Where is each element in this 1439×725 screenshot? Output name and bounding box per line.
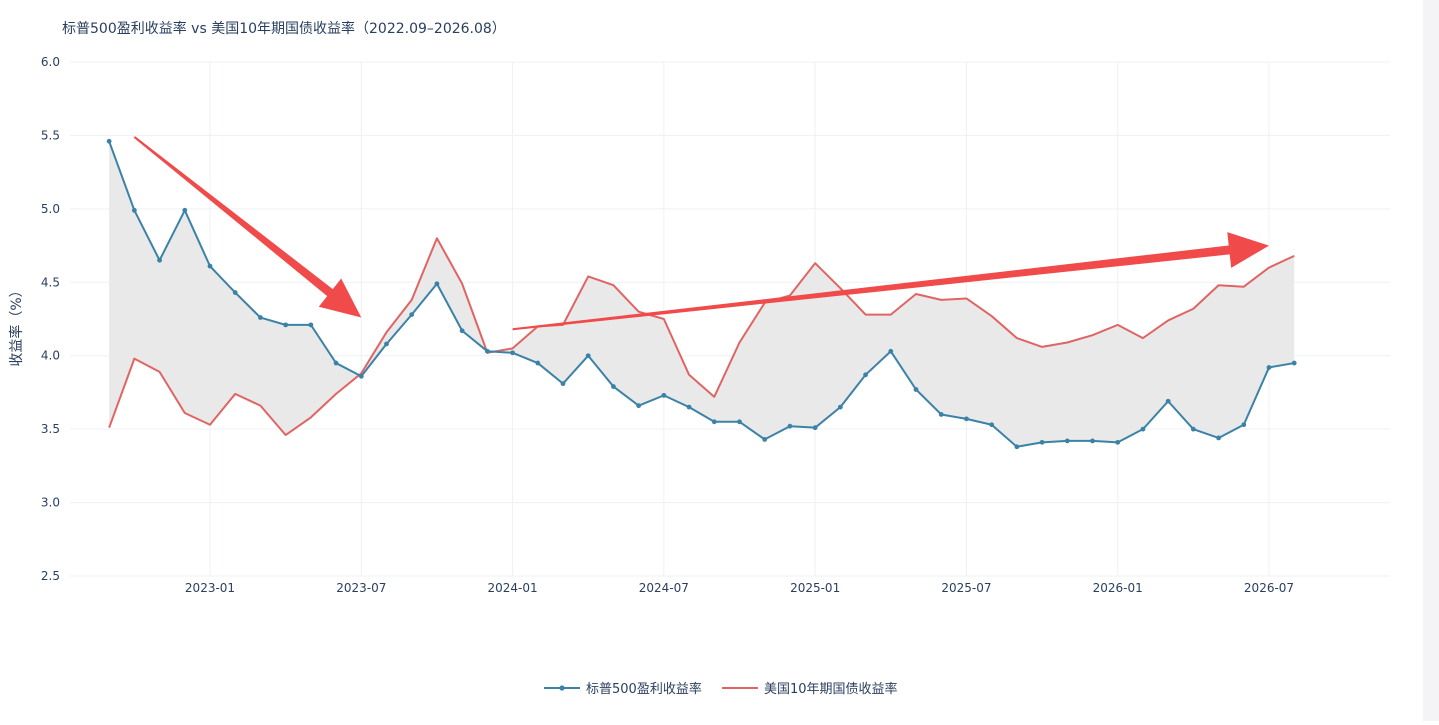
earnings-yield-point (1140, 426, 1146, 432)
earnings-yield-point (1064, 438, 1070, 444)
earnings-yield-point (812, 425, 818, 431)
earnings-yield-point (661, 392, 667, 398)
legend[interactable]: 标普500盈利收益率 美国10年期国债收益率 (544, 681, 898, 697)
y-tick-label: 4.5 (41, 275, 60, 289)
earnings-yield-point (787, 423, 793, 429)
y-axis-title: 收益率（%） (8, 283, 25, 366)
earnings-yield-point (308, 322, 314, 328)
y-tick-label: 2.5 (41, 569, 60, 583)
earnings-yield-point (686, 404, 692, 410)
chart-title: 标普500盈利收益率 vs 美国10年期国债收益率（2022.09–2026.0… (62, 20, 506, 37)
fill-between-polygon (109, 141, 1295, 447)
y-tick-label: 3.5 (41, 422, 60, 436)
y-tick-label: 5.0 (41, 202, 60, 216)
earnings-yield-point (1165, 398, 1171, 404)
y-tick-label: 4.0 (41, 349, 60, 363)
x-tick-label: 2026-01 (1093, 581, 1143, 595)
earnings-yield-point (1039, 439, 1045, 445)
axis-layer: 2.5 3.0 3.5 4.0 4.5 5.0 5.5 6.0 2023-01 2023-07 20… (41, 55, 1294, 595)
earnings-yield-point (258, 315, 263, 320)
earnings-yield-point (106, 138, 112, 144)
earnings-yield-point (384, 341, 389, 347)
legend-label: 美国10年期国债收益率 (764, 681, 898, 697)
earnings-yield-point (207, 263, 213, 269)
earnings-yield-point (535, 360, 541, 366)
earnings-yield-point (1291, 360, 1297, 366)
x-tick-label: 2026-07 (1244, 581, 1294, 595)
earnings-yield-point (1216, 435, 1221, 441)
x-tick-label: 2024-01 (488, 581, 538, 595)
earnings-yield-point (283, 322, 289, 328)
trend-arrow-2 (512, 232, 1269, 331)
earnings-yield-point (510, 350, 515, 356)
earnings-yield-point (964, 416, 969, 422)
series-line-earnings-yield (108, 140, 1295, 448)
y-tick-label: 5.5 (41, 128, 60, 142)
earnings-yield-point (157, 257, 162, 263)
scrollbar-track[interactable] (1423, 0, 1439, 721)
earnings-yield-point (434, 281, 440, 287)
earnings-yield-point (333, 360, 339, 366)
earnings-yield-point (762, 437, 768, 442)
earnings-yield-point (1014, 444, 1020, 450)
earnings-yield-point (938, 412, 944, 417)
earnings-yield-point (863, 372, 868, 378)
earnings-yield-point (636, 403, 642, 409)
earnings-yield-point (560, 381, 566, 387)
earnings-yield-point (888, 348, 894, 354)
earnings-yield-point (484, 348, 490, 354)
x-tick-label: 2023-07 (336, 581, 386, 595)
earnings-yield-point (232, 290, 238, 295)
earnings-yield-point (611, 384, 616, 389)
earnings-yield-point (409, 312, 415, 317)
fill-between-area (109, 141, 1295, 447)
x-tick-label: 2024-07 (639, 581, 689, 595)
earnings-yield-point (1090, 438, 1095, 444)
x-tick-label: 2025-07 (941, 581, 991, 595)
earnings-yield-point (131, 207, 137, 213)
x-tick-label: 2025-01 (790, 581, 840, 595)
earnings-yield-point (1241, 422, 1247, 428)
legend-item-bond-yield[interactable]: 美国10年期国债收益率 (722, 681, 898, 697)
y-tick-label: 3.0 (41, 496, 60, 510)
legend-item-earnings-yield[interactable]: 标普500盈利收益率 (544, 681, 702, 697)
earnings-yield-point (711, 419, 717, 425)
earnings-yield-point (1115, 439, 1121, 445)
annotation-layer (133, 136, 1269, 331)
series-layer (106, 138, 1297, 450)
legend-label: 标普500盈利收益率 (586, 681, 702, 697)
earnings-yield-point (1266, 365, 1272, 370)
series-line-bond-yield (108, 237, 1295, 437)
legend-marker (559, 685, 565, 691)
earnings-yield-point (913, 387, 919, 392)
earnings-yield-point (358, 373, 364, 379)
earnings-yield-point (837, 404, 843, 410)
earnings-yield-point (585, 353, 591, 359)
earnings-yield-point (459, 328, 465, 334)
trend-arrow-1 (133, 136, 362, 318)
earnings-yield-point (182, 207, 188, 213)
earnings-yield-point (737, 419, 742, 425)
y-tick-label: 6.0 (41, 55, 60, 69)
earnings-yield-point (989, 422, 995, 428)
x-tick-label: 2023-01 (185, 581, 235, 595)
earnings-yield-point (1190, 426, 1196, 432)
